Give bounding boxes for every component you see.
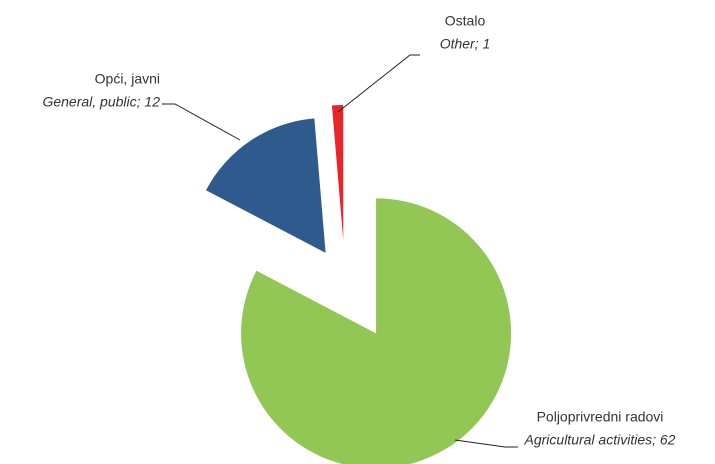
leader-line [337, 54, 420, 113]
pie-slice [331, 105, 344, 241]
slice-label: Poljoprivredni radovi [537, 409, 664, 425]
pie-slice [205, 118, 326, 253]
slice-value-label: Agricultural activities; 62 [524, 432, 676, 448]
leader-line [454, 439, 518, 448]
pie-slice [241, 198, 512, 464]
slice-label: Ostalo [445, 13, 486, 29]
leader-line [162, 103, 241, 141]
slice-value-label: Other; 1 [440, 36, 491, 52]
slice-label: Opći, javni [95, 71, 160, 87]
slice-value-label: General, public; 12 [42, 94, 160, 110]
